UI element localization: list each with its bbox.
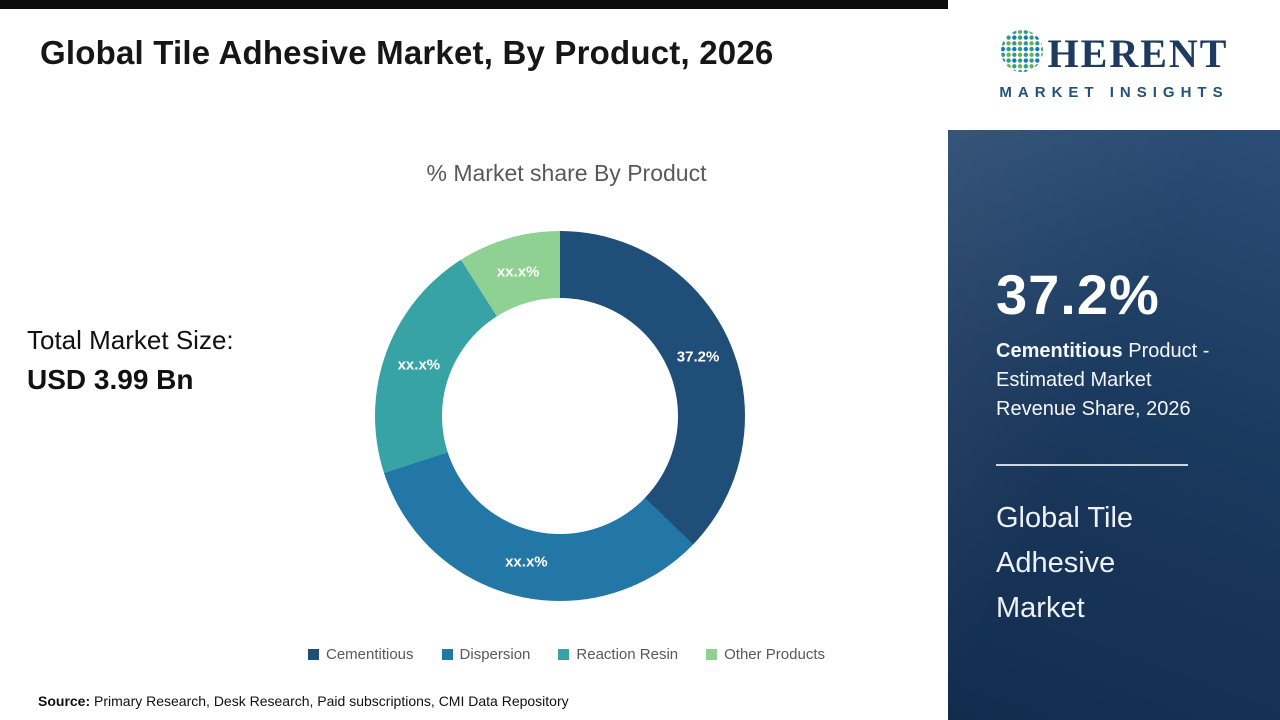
sidebar-market-name: Global Tile Adhesive Market (996, 502, 1134, 624)
legend-label: Dispersion (459, 646, 531, 663)
right-column: HERENT MARKET INSIGHTS 37.2% Cementitiou… (948, 0, 1280, 720)
legend-label: Cementitious (325, 646, 414, 663)
stat-value: 37.2% (996, 263, 1160, 326)
brand-logo-row: HERENT (1000, 29, 1229, 78)
main-panel: Global Tile Adhesive Market, By Product,… (0, 0, 948, 709)
legend-swatch-icon (307, 649, 319, 660)
legend-item: Other Products (706, 646, 825, 663)
slice-label: xx.x% (496, 263, 540, 281)
source-text: Primary Research, Desk Research, Paid su… (90, 693, 569, 709)
sidebar-panel: 37.2% Cementitious Product - Estimated M… (948, 130, 1280, 720)
market-size-block: Total Market Size: USD 3.99 Bn (27, 325, 234, 396)
legend-item: Dispersion (441, 646, 531, 663)
brand-subtitle: MARKET INSIGHTS (999, 84, 1229, 101)
donut-chart: 37.2% xx.x% xx.x% xx.x% (375, 231, 745, 601)
stat-description-rest: Product - Estimated Market Revenue Share… (996, 340, 1210, 420)
stat-description: Cementitious Product - Estimated Market … (996, 337, 1234, 424)
market-size-value: USD 3.99 Bn (27, 364, 194, 395)
legend-label: Other Products (724, 646, 826, 663)
chart-legend: Cementitious Dispersion Reaction Resin Othe… (185, 646, 948, 663)
chart-title: % Market share By Product (426, 160, 707, 186)
source-note: Source: Primary Research, Desk Research,… (38, 693, 569, 709)
brand-logo: HERENT MARKET INSIGHTS (948, 0, 1280, 130)
top-black-strip (0, 0, 948, 9)
globe-dots-icon (1000, 29, 1044, 78)
sidebar-divider (996, 464, 1188, 466)
legend-swatch-icon (558, 649, 570, 660)
source-label: Source: (38, 693, 91, 709)
stat-description-bold: Cementitious (996, 340, 1123, 362)
slice-label: 37.2% (676, 348, 720, 366)
slice-label: xx.x% (397, 356, 441, 374)
page-title: Global Tile Adhesive Market, By Product,… (40, 34, 774, 71)
market-size-label: Total Market Size: (27, 325, 234, 355)
legend-swatch-icon (706, 649, 718, 660)
legend-swatch-icon (441, 649, 453, 660)
legend-item: Cementitious (307, 646, 414, 663)
legend-label: Reaction Resin (576, 646, 679, 663)
brand-wordmark: HERENT (1047, 30, 1229, 76)
slice-label: xx.x% (505, 553, 548, 571)
legend-item: Reaction Resin (558, 646, 678, 663)
donut-hole (442, 298, 678, 534)
